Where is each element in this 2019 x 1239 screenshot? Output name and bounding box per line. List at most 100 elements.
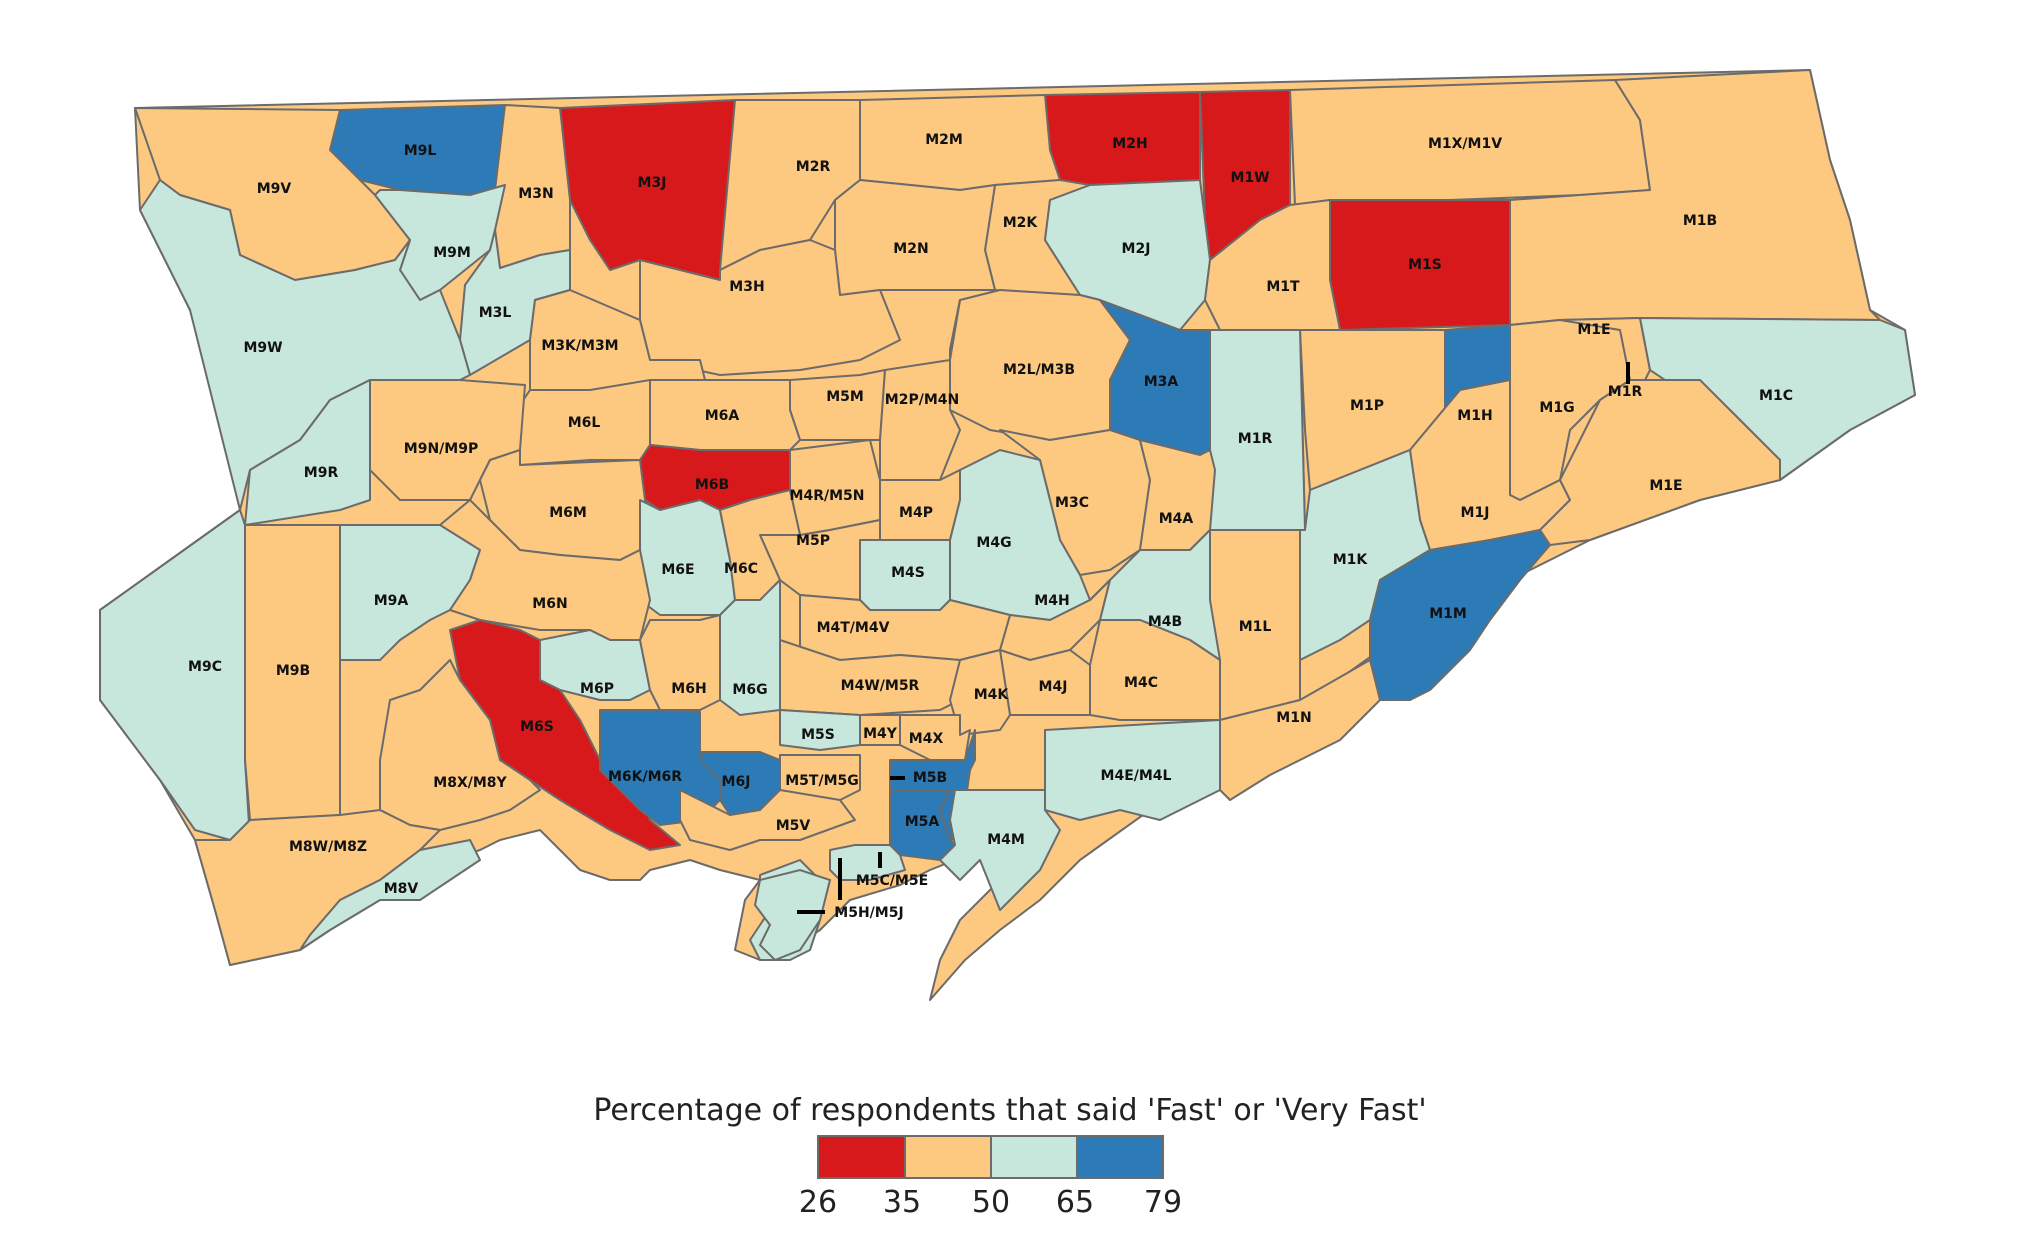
region-label: M8V bbox=[384, 881, 419, 897]
region-label: M4G bbox=[976, 535, 1011, 551]
region-label: M6C bbox=[724, 561, 758, 577]
region-label: M4H bbox=[1034, 593, 1069, 609]
region-m4c bbox=[1089, 619, 1221, 721]
legend-swatch-2 bbox=[904, 1135, 992, 1179]
region-label: M3H bbox=[729, 279, 764, 295]
region-label: M5C/M5E bbox=[856, 873, 928, 889]
region-label: M5A bbox=[905, 814, 940, 830]
region-label: M9B bbox=[276, 663, 310, 679]
region-m5m bbox=[789, 369, 886, 441]
region-label: M1J bbox=[1461, 505, 1490, 521]
region-label: M3J bbox=[638, 175, 667, 191]
region-label: M5M bbox=[826, 389, 864, 405]
region-label: M1M bbox=[1429, 606, 1467, 622]
region-label: M4Y bbox=[863, 726, 898, 742]
region-label: M4B bbox=[1148, 614, 1182, 630]
region-label: M6P bbox=[580, 681, 614, 697]
legend-break-label: 65 bbox=[1056, 1185, 1094, 1220]
region-label: M9A bbox=[374, 593, 409, 609]
region-label: M1T bbox=[1266, 279, 1300, 295]
region-label: M4S bbox=[891, 565, 925, 581]
region-label: M1N bbox=[1276, 710, 1311, 726]
region-label: M4A bbox=[1159, 511, 1194, 527]
region-m2p-m4n bbox=[879, 299, 961, 481]
region-label: M6B bbox=[695, 477, 729, 493]
region-label: M1L bbox=[1239, 619, 1272, 635]
region-label: M6M bbox=[549, 505, 587, 521]
region-m2n bbox=[834, 179, 996, 296]
region-label: M1P bbox=[1350, 398, 1384, 414]
postal-regions bbox=[99, 69, 1916, 966]
region-label: M6S bbox=[520, 719, 554, 735]
legend-break-label: 50 bbox=[972, 1185, 1010, 1220]
region-label: M9N/M9P bbox=[404, 441, 478, 457]
region-label: M4E/M4L bbox=[1101, 768, 1172, 784]
region-label: M1C bbox=[1759, 388, 1793, 404]
region-label: M3K/M3M bbox=[541, 338, 618, 354]
toronto-islands bbox=[753, 868, 832, 962]
region-label: M2M bbox=[925, 132, 963, 148]
legend-swatch-4 bbox=[1076, 1135, 1164, 1179]
region-label: M1B bbox=[1683, 213, 1717, 229]
region-label: M5V bbox=[776, 818, 811, 834]
region-label: M2K bbox=[1003, 215, 1039, 231]
region-label: M4C bbox=[1124, 675, 1158, 691]
region-m6h bbox=[639, 614, 721, 711]
region-m9b bbox=[244, 524, 341, 821]
region-m1n bbox=[1219, 659, 1381, 801]
region-m5c-m5e bbox=[829, 844, 906, 881]
region-label: M6K/M6R bbox=[608, 769, 682, 785]
region-label: M2L/M3B bbox=[1003, 362, 1075, 378]
region-label: M9C bbox=[188, 659, 222, 675]
legend-swatch-3 bbox=[990, 1135, 1078, 1179]
legend-title: Percentage of respondents that said 'Fas… bbox=[593, 1093, 1426, 1128]
region-label: M1H bbox=[1457, 408, 1492, 424]
region-m1t bbox=[1204, 199, 1341, 331]
region-labels: M9L M3J M2H M1W M1X/M1V M9V M3N M2R M2M … bbox=[188, 132, 1793, 921]
region-m4m bbox=[939, 789, 1061, 911]
region-label: M9R bbox=[304, 465, 339, 481]
region-label: M6H bbox=[671, 681, 706, 697]
region-label: M1E bbox=[1577, 322, 1610, 338]
region-label: M1R bbox=[1608, 384, 1643, 400]
region-label: M8X/M8Y bbox=[433, 775, 507, 791]
region-label: M9V bbox=[257, 181, 292, 197]
legend-break-label: 35 bbox=[883, 1185, 921, 1220]
region-label: M4T/M4V bbox=[817, 620, 890, 636]
region-label: M4K bbox=[974, 687, 1010, 703]
region-label: M1R bbox=[1238, 431, 1273, 447]
region-m4a bbox=[1139, 439, 1216, 551]
region-label: M4R/M5N bbox=[790, 488, 865, 504]
label-leader-lines bbox=[797, 362, 1630, 914]
region-label: M2N bbox=[893, 241, 928, 257]
legend-swatch-1 bbox=[817, 1135, 906, 1179]
region-m4e-m4l bbox=[1044, 719, 1221, 821]
region-label: M2H bbox=[1112, 136, 1147, 152]
region-label: M3N bbox=[518, 186, 553, 202]
region-m9r bbox=[244, 379, 371, 526]
region-label: M2R bbox=[796, 159, 831, 175]
region-label: M3C bbox=[1055, 495, 1089, 511]
region-label: M6L bbox=[568, 415, 601, 431]
legend: Percentage of respondents that said 'Fas… bbox=[593, 1093, 1426, 1220]
region-label: M9M bbox=[433, 245, 471, 261]
region-label: M6G bbox=[732, 682, 767, 698]
region-label: M1E bbox=[1649, 478, 1682, 494]
region-m8v bbox=[299, 839, 481, 951]
region-label: M5T/M5G bbox=[785, 773, 859, 789]
region-m5v bbox=[679, 789, 856, 851]
legend-break-label: 26 bbox=[799, 1185, 837, 1220]
region-label: M3A bbox=[1144, 374, 1179, 390]
region-label: M5B bbox=[913, 770, 947, 786]
region-m4k bbox=[949, 649, 1011, 736]
region-label: M6N bbox=[532, 596, 567, 612]
region-label: M3L bbox=[479, 305, 512, 321]
region-label: M4J bbox=[1039, 679, 1068, 695]
region-label: M4W/M5R bbox=[841, 678, 920, 694]
region-m6c bbox=[719, 489, 801, 601]
region-m1r bbox=[1209, 329, 1306, 531]
region-label: M1K bbox=[1333, 552, 1369, 568]
region-label: M6E bbox=[661, 562, 694, 578]
region-label: M1G bbox=[1539, 400, 1574, 416]
